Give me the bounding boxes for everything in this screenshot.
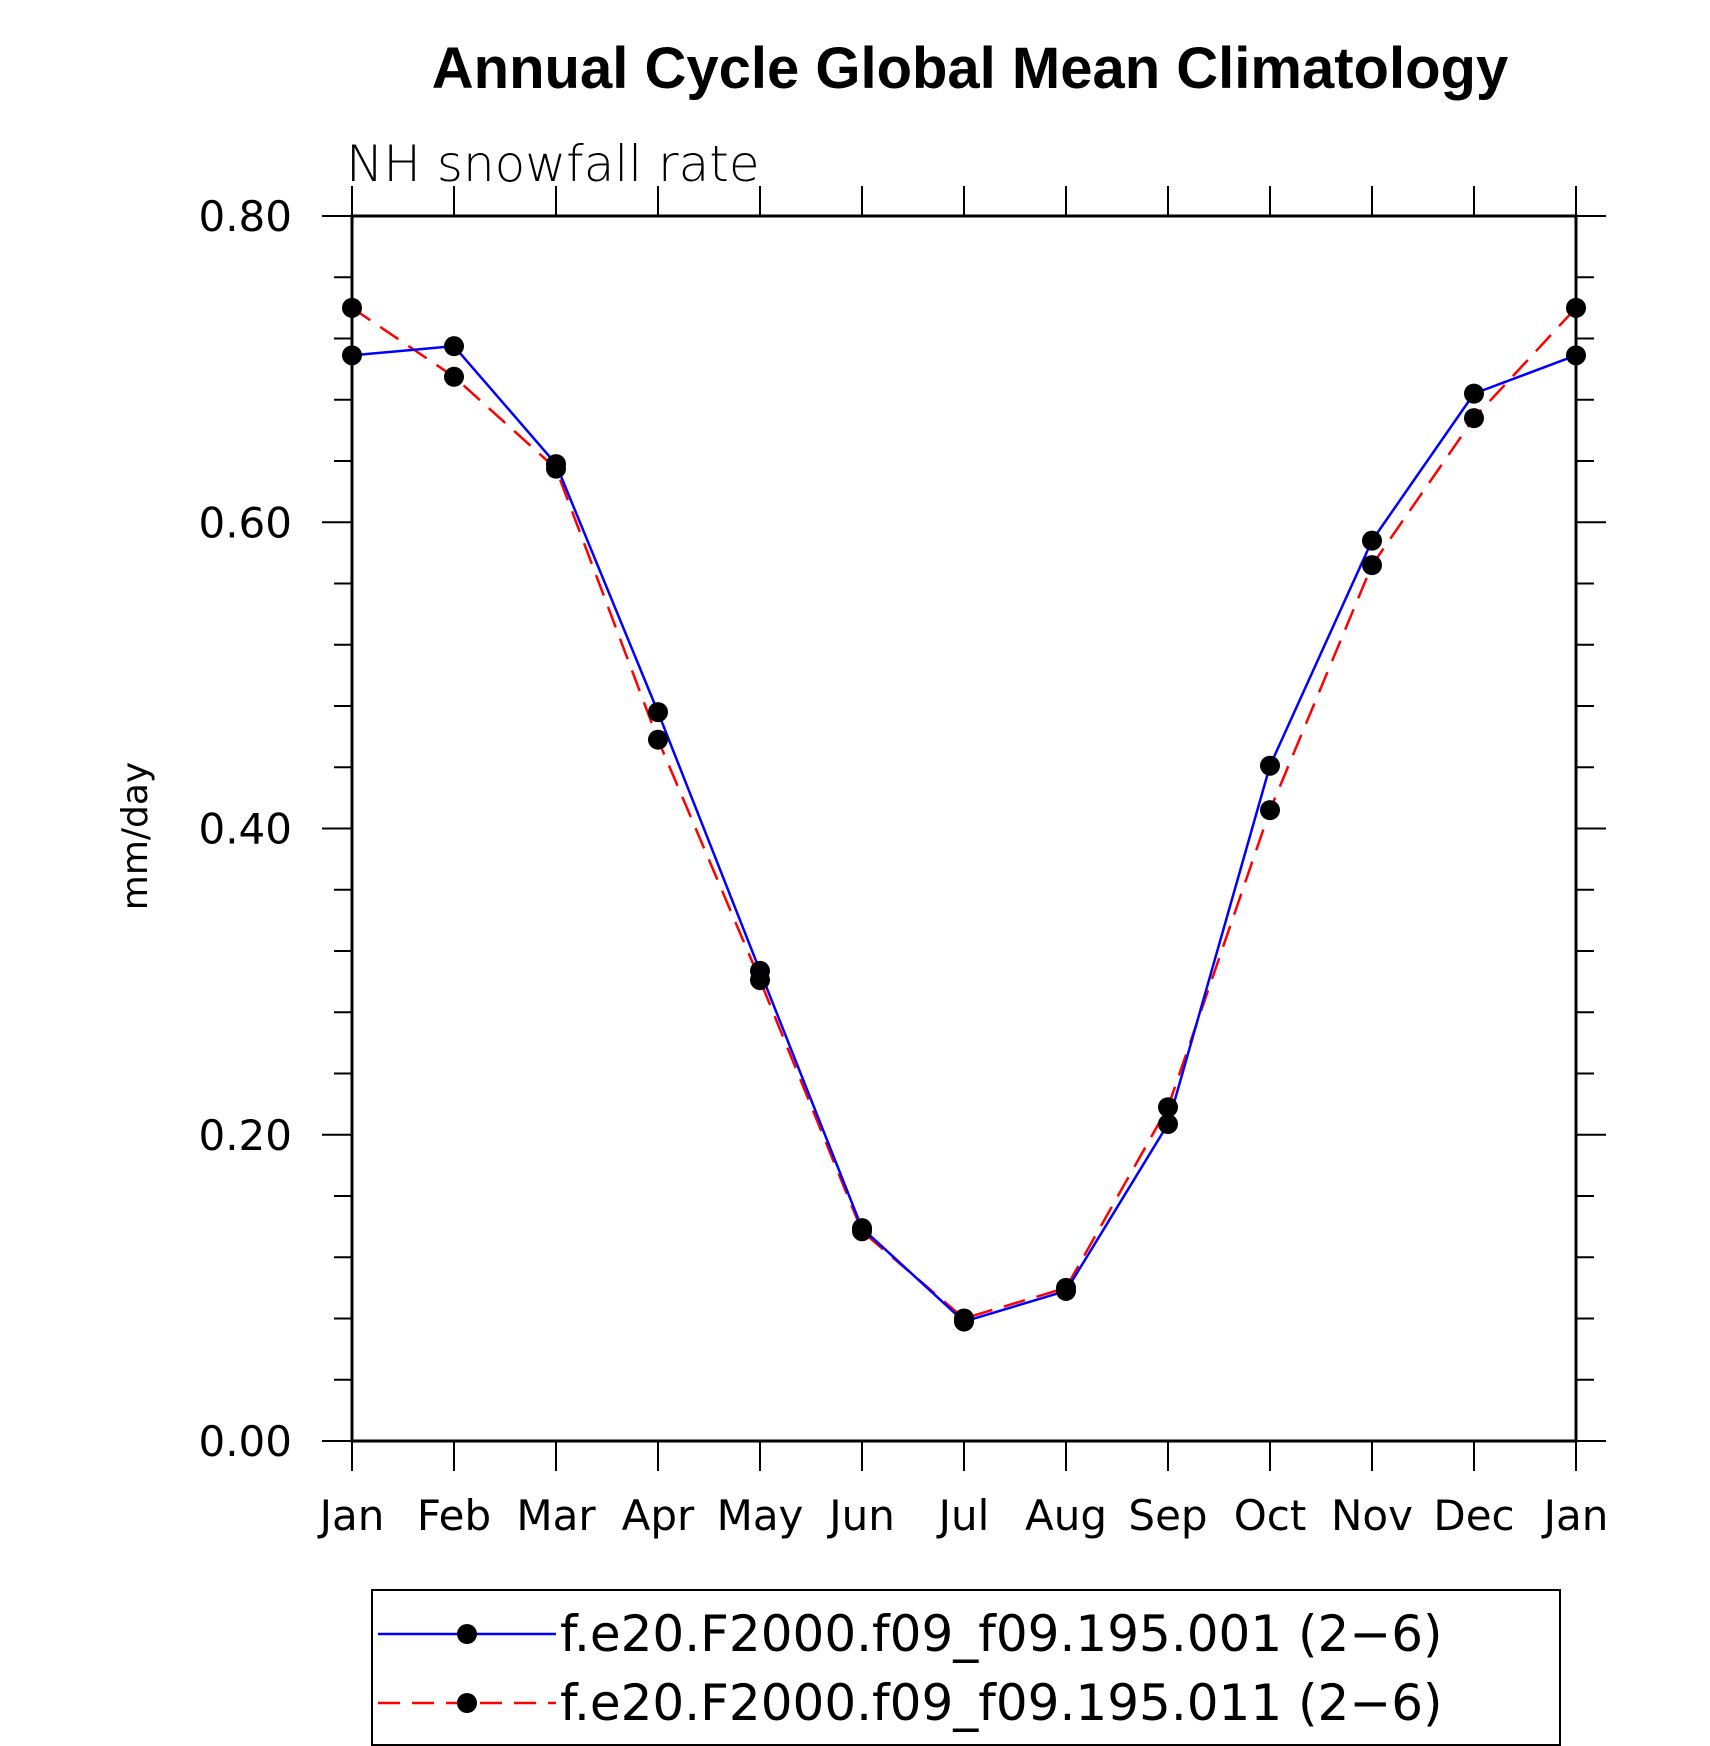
legend-label-2: f.e20.F2000.f09_f09.195.011 (2−6) [560,1674,1443,1732]
data-point-series-2 [1158,1097,1178,1118]
legend-label-1: f.e20.F2000.f09_f09.195.001 (2−6) [560,1605,1443,1663]
data-point-series-1 [1362,530,1382,551]
legend: f.e20.F2000.f09_f09.195.001 (2−6) f.e20.… [371,1589,1561,1746]
data-point-series-2 [750,970,770,991]
x-tick-label: Sep [1128,1491,1207,1540]
data-point-series-2 [444,366,464,387]
data-point-series-2 [648,729,668,750]
x-tick-label: Jul [936,1491,990,1540]
plot-frame [350,214,1578,1443]
x-tick-label: Aug [1025,1491,1107,1540]
data-point-series-1 [1260,755,1280,776]
series-line-1 [351,344,1577,1323]
data-point-series-1 [1158,1114,1178,1135]
data-point-series-2 [1362,555,1382,576]
y-tick-label: 0.00 [198,1417,292,1466]
data-point-series-2 [1464,408,1484,429]
data-point-series-2 [954,1308,974,1329]
data-point-series-2 [1260,800,1280,821]
x-tick-label: Feb [417,1491,491,1540]
legend-box [371,1589,1561,1746]
data-point-series-2 [1566,297,1586,318]
data-point-series-2 [546,458,566,479]
y-tick-label: 0.20 [198,1111,292,1160]
series-line-2 [351,306,1577,1320]
x-tick-label: Jan [317,1491,385,1540]
y-ticks: 0.00 0.20 0.40 0.60 0.80 [198,192,1606,1466]
y-tick-label: 0.40 [198,805,292,854]
chart-subtitle: NH snowfall rate [346,135,760,193]
data-point-series-2 [852,1221,872,1242]
data-point-series-2 [1056,1277,1076,1298]
y-tick-label: 0.60 [198,498,292,547]
x-tick-label: Nov [1331,1491,1413,1540]
x-tick-label: Apr [622,1491,695,1540]
y-tick-label: 0.80 [198,192,292,241]
data-point-series-1 [1566,345,1586,366]
data-point-series-2 [342,297,362,318]
legend-marker-2 [457,1693,477,1713]
data-point-series-1 [648,702,668,723]
series-layer [342,297,1586,1332]
x-tick-label: Oct [1234,1491,1307,1540]
x-ticks: Jan Feb Mar Apr May Jun Jul Aug Sep Oct Nov Dec Jan [317,186,1609,1540]
x-tick-label: May [717,1491,804,1540]
data-point-series-1 [444,336,464,357]
x-tick-label: Dec [1433,1491,1514,1540]
y-axis-label: mm/day [115,762,156,910]
axes [350,214,1578,1443]
legend-marker-1 [457,1624,477,1644]
x-tick-label: Jan [1541,1491,1609,1540]
data-point-series-1 [342,345,362,366]
x-tick-label: Mar [516,1491,596,1540]
x-tick-label: Jun [826,1491,895,1540]
data-point-series-1 [1464,383,1484,404]
chart-title: Annual Cycle Global Mean Climatology [432,36,1508,101]
